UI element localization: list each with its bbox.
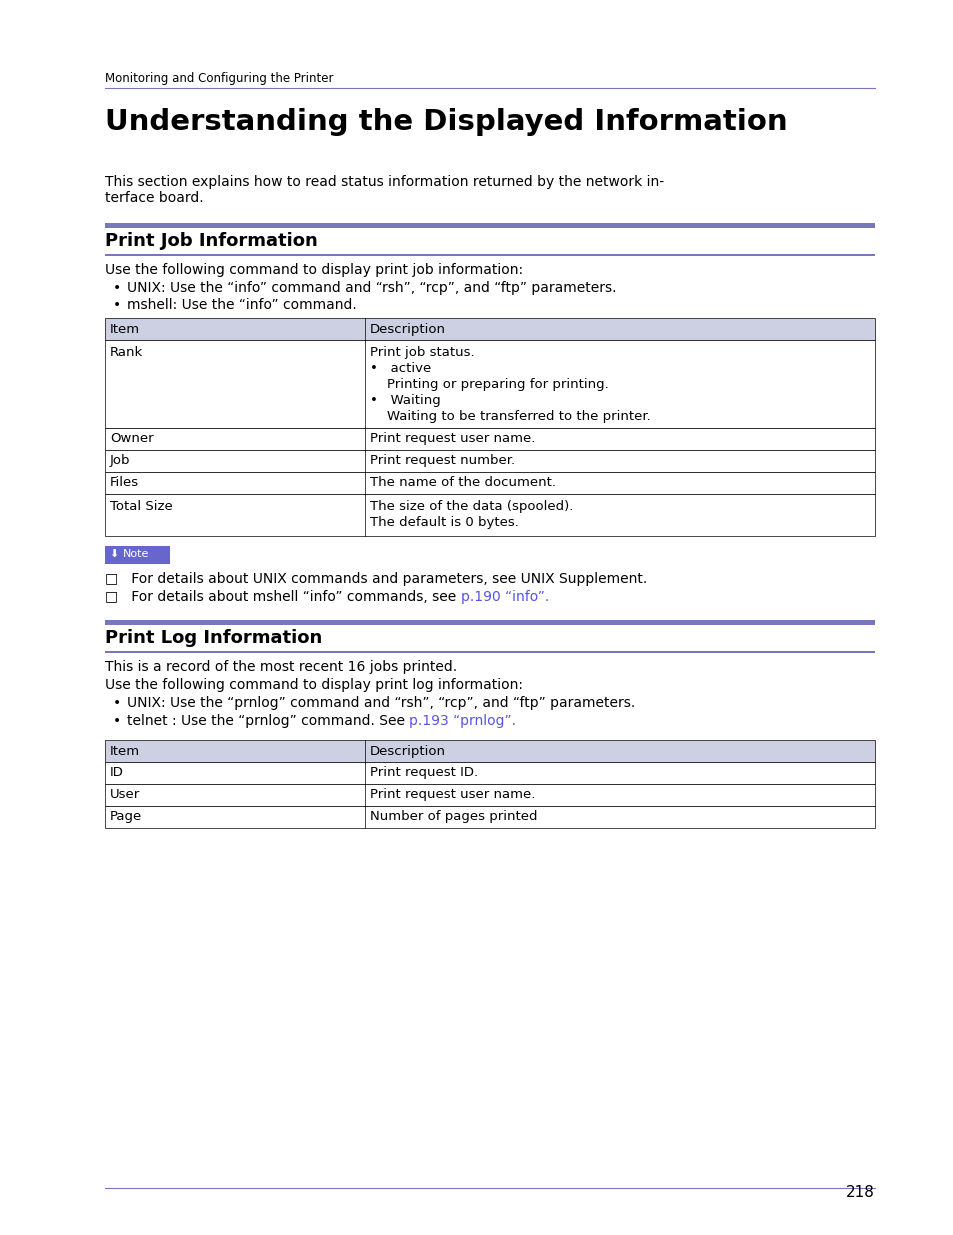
Text: Job: Job xyxy=(110,454,131,467)
Text: □   For details about mshell “info” commands, see: □ For details about mshell “info” comman… xyxy=(105,590,460,604)
Text: Printing or preparing for printing.: Printing or preparing for printing. xyxy=(370,378,608,391)
Text: Print Log Information: Print Log Information xyxy=(105,629,322,647)
Text: Use the following command to display print log information:: Use the following command to display pri… xyxy=(105,678,522,692)
Text: Number of pages printed: Number of pages printed xyxy=(370,810,537,823)
Text: Print Job Information: Print Job Information xyxy=(105,232,317,249)
Text: Description: Description xyxy=(370,324,446,336)
Text: Print request ID.: Print request ID. xyxy=(370,766,477,779)
Bar xyxy=(105,429,874,450)
Bar xyxy=(105,784,874,806)
Text: □   For details about UNIX commands and parameters, see UNIX Supplement.: □ For details about UNIX commands and pa… xyxy=(105,572,646,585)
Bar xyxy=(105,546,170,564)
Text: Use the following command to display print job information:: Use the following command to display pri… xyxy=(105,263,522,277)
Text: •: • xyxy=(112,697,121,710)
Text: This is a record of the most recent 16 jobs printed.: This is a record of the most recent 16 j… xyxy=(105,659,456,674)
Text: Print request number.: Print request number. xyxy=(370,454,515,467)
Bar xyxy=(105,224,874,228)
Text: Note: Note xyxy=(123,550,150,559)
Text: Item: Item xyxy=(110,745,140,758)
Text: Waiting to be transferred to the printer.: Waiting to be transferred to the printer… xyxy=(370,410,650,424)
Bar xyxy=(105,620,874,625)
Text: The default is 0 bytes.: The default is 0 bytes. xyxy=(370,516,518,529)
Text: Item: Item xyxy=(110,324,140,336)
Text: Total Size: Total Size xyxy=(110,500,172,513)
Text: Monitoring and Configuring the Printer: Monitoring and Configuring the Printer xyxy=(105,72,334,85)
Text: Print job status.: Print job status. xyxy=(370,346,475,359)
Text: Owner: Owner xyxy=(110,432,153,445)
Text: mshell: Use the “info” command.: mshell: Use the “info” command. xyxy=(127,298,356,312)
Text: terface board.: terface board. xyxy=(105,191,203,205)
Text: •: • xyxy=(112,714,121,727)
Text: UNIX: Use the “info” command and “rsh”, “rcp”, and “ftp” parameters.: UNIX: Use the “info” command and “rsh”, … xyxy=(127,282,616,295)
Text: telnet : Use the “prnlog” command. See: telnet : Use the “prnlog” command. See xyxy=(127,714,409,727)
Bar xyxy=(105,254,874,256)
Text: Rank: Rank xyxy=(110,346,143,359)
Text: Understanding the Displayed Information: Understanding the Displayed Information xyxy=(105,107,787,136)
Text: The name of the document.: The name of the document. xyxy=(370,475,556,489)
Text: This section explains how to read status information returned by the network in-: This section explains how to read status… xyxy=(105,175,663,189)
Bar xyxy=(105,762,874,784)
Text: Files: Files xyxy=(110,475,139,489)
Text: p.193 “prnlog”.: p.193 “prnlog”. xyxy=(409,714,516,727)
Text: The size of the data (spooled).: The size of the data (spooled). xyxy=(370,500,573,513)
Text: p.190 “info”.: p.190 “info”. xyxy=(460,590,548,604)
Bar xyxy=(105,450,874,472)
Bar xyxy=(105,651,874,652)
Text: Description: Description xyxy=(370,745,446,758)
Text: •   Waiting: • Waiting xyxy=(370,394,440,408)
Bar xyxy=(105,740,874,762)
Bar xyxy=(105,806,874,827)
Text: ⬇: ⬇ xyxy=(109,550,118,559)
Text: •   active: • active xyxy=(370,362,431,375)
Text: User: User xyxy=(110,788,140,802)
Text: 218: 218 xyxy=(845,1186,874,1200)
Bar xyxy=(105,472,874,494)
Bar xyxy=(105,494,874,536)
Text: •: • xyxy=(112,282,121,295)
Text: Print request user name.: Print request user name. xyxy=(370,788,535,802)
Text: Page: Page xyxy=(110,810,142,823)
Bar xyxy=(105,340,874,429)
Text: Print request user name.: Print request user name. xyxy=(370,432,535,445)
Text: ID: ID xyxy=(110,766,124,779)
Text: UNIX: Use the “prnlog” command and “rsh”, “rcp”, and “ftp” parameters.: UNIX: Use the “prnlog” command and “rsh”… xyxy=(127,697,635,710)
Text: •: • xyxy=(112,298,121,312)
Bar xyxy=(105,317,874,340)
